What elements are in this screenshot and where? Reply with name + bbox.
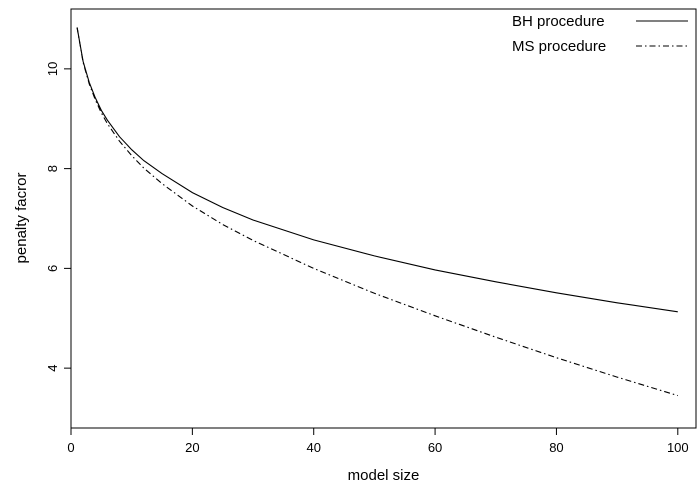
- x-axis-title: model size: [348, 467, 420, 484]
- x-tick-label: 80: [549, 440, 563, 455]
- series-line-ms: [76, 27, 678, 397]
- plot-frame: [70, 8, 697, 429]
- x-tick-label: 0: [67, 440, 74, 455]
- x-axis: 0 20 40 60 80 100: [67, 428, 689, 455]
- y-tick-label: 6: [45, 265, 60, 272]
- y-tick-label: 10: [45, 62, 60, 76]
- x-tick-label: 100: [667, 440, 689, 455]
- series-layer: [76, 27, 678, 397]
- legend-label-ms: MS procedure: [512, 38, 606, 55]
- y-axis-title: penalty facror: [13, 173, 30, 264]
- y-tick-label: 8: [45, 165, 60, 172]
- x-tick-label: 40: [306, 440, 320, 455]
- series-line-bh: [76, 27, 678, 313]
- y-axis: 4 6 8 10: [45, 62, 71, 372]
- x-tick-label: 20: [185, 440, 199, 455]
- legend-label-bh: BH procedure: [512, 13, 605, 30]
- x-tick-label: 60: [428, 440, 442, 455]
- y-tick-label: 4: [45, 365, 60, 372]
- legend: BH procedure MS procedure: [512, 13, 688, 55]
